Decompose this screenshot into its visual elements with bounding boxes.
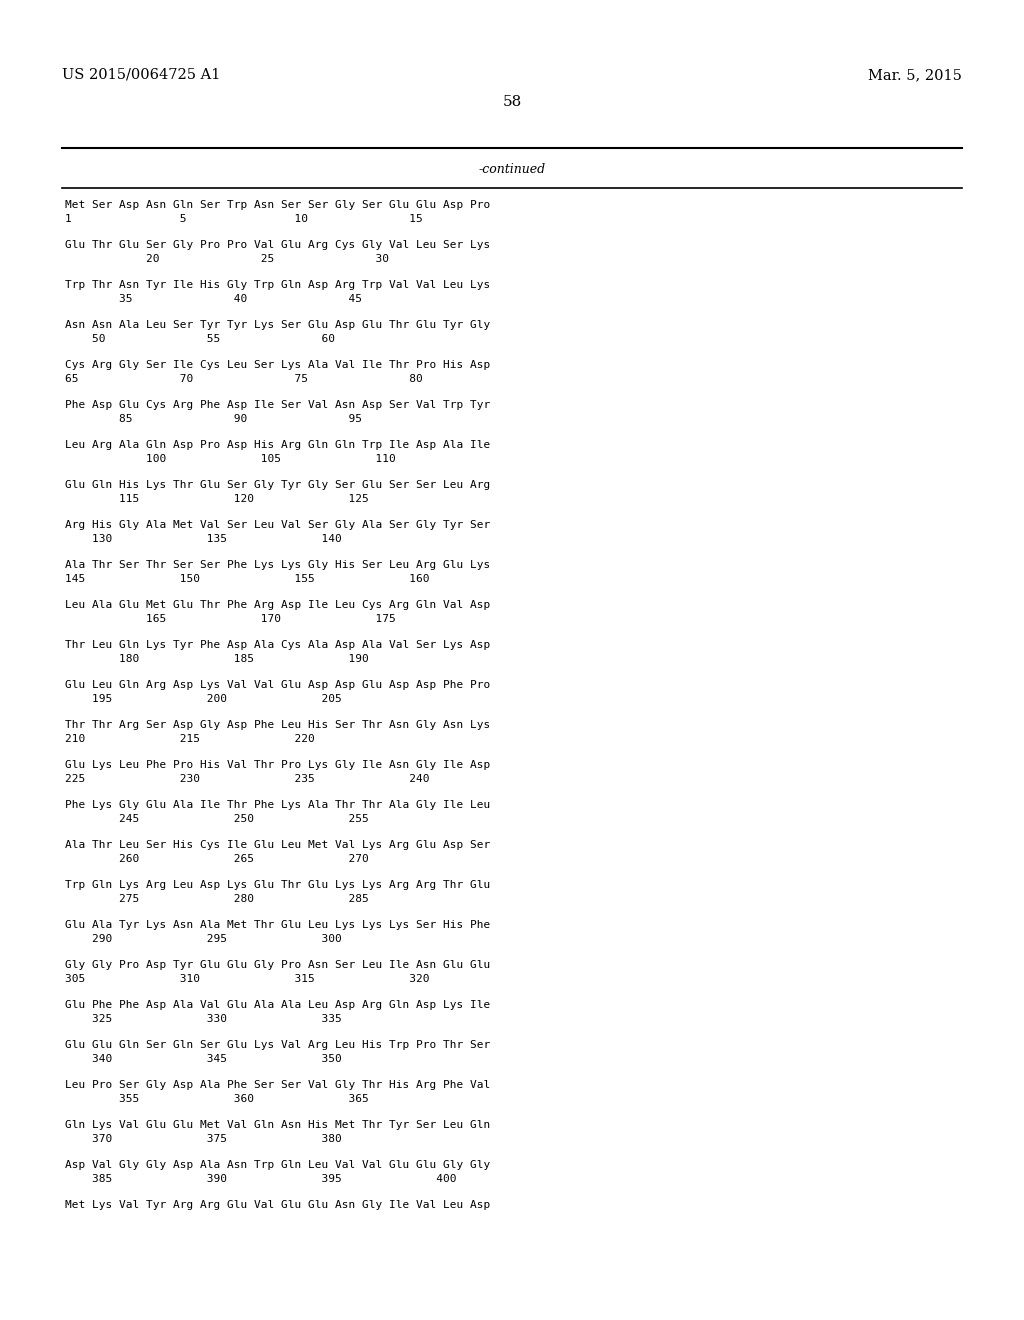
Text: 305              310              315              320: 305 310 315 320 bbox=[65, 974, 429, 983]
Text: Glu Thr Glu Ser Gly Pro Pro Val Glu Arg Cys Gly Val Leu Ser Lys: Glu Thr Glu Ser Gly Pro Pro Val Glu Arg … bbox=[65, 240, 490, 249]
Text: 210              215              220: 210 215 220 bbox=[65, 734, 314, 744]
Text: Met Ser Asp Asn Gln Ser Trp Asn Ser Ser Gly Ser Glu Glu Asp Pro: Met Ser Asp Asn Gln Ser Trp Asn Ser Ser … bbox=[65, 201, 490, 210]
Text: Asn Asn Ala Leu Ser Tyr Tyr Lys Ser Glu Asp Glu Thr Glu Tyr Gly: Asn Asn Ala Leu Ser Tyr Tyr Lys Ser Glu … bbox=[65, 319, 490, 330]
Text: 180              185              190: 180 185 190 bbox=[65, 653, 369, 664]
Text: Glu Phe Phe Asp Ala Val Glu Ala Ala Leu Asp Arg Gln Asp Lys Ile: Glu Phe Phe Asp Ala Val Glu Ala Ala Leu … bbox=[65, 1001, 490, 1010]
Text: 115              120              125: 115 120 125 bbox=[65, 494, 369, 504]
Text: Gln Lys Val Glu Glu Met Val Gln Asn His Met Thr Tyr Ser Leu Gln: Gln Lys Val Glu Glu Met Val Gln Asn His … bbox=[65, 1119, 490, 1130]
Text: Mar. 5, 2015: Mar. 5, 2015 bbox=[868, 69, 962, 82]
Text: 385              390              395              400: 385 390 395 400 bbox=[65, 1173, 457, 1184]
Text: Thr Leu Gln Lys Tyr Phe Asp Ala Cys Ala Asp Ala Val Ser Lys Asp: Thr Leu Gln Lys Tyr Phe Asp Ala Cys Ala … bbox=[65, 640, 490, 649]
Text: Leu Arg Ala Gln Asp Pro Asp His Arg Gln Gln Trp Ile Asp Ala Ile: Leu Arg Ala Gln Asp Pro Asp His Arg Gln … bbox=[65, 440, 490, 450]
Text: 370              375              380: 370 375 380 bbox=[65, 1134, 342, 1144]
Text: Cys Arg Gly Ser Ile Cys Leu Ser Lys Ala Val Ile Thr Pro His Asp: Cys Arg Gly Ser Ile Cys Leu Ser Lys Ala … bbox=[65, 360, 490, 370]
Text: Phe Asp Glu Cys Arg Phe Asp Ile Ser Val Asn Asp Ser Val Trp Tyr: Phe Asp Glu Cys Arg Phe Asp Ile Ser Val … bbox=[65, 400, 490, 411]
Text: US 2015/0064725 A1: US 2015/0064725 A1 bbox=[62, 69, 220, 82]
Text: Ala Thr Leu Ser His Cys Ile Glu Leu Met Val Lys Arg Glu Asp Ser: Ala Thr Leu Ser His Cys Ile Glu Leu Met … bbox=[65, 840, 490, 850]
Text: 340              345              350: 340 345 350 bbox=[65, 1053, 342, 1064]
Text: Trp Gln Lys Arg Leu Asp Lys Glu Thr Glu Lys Lys Arg Arg Thr Glu: Trp Gln Lys Arg Leu Asp Lys Glu Thr Glu … bbox=[65, 880, 490, 890]
Text: 260              265              270: 260 265 270 bbox=[65, 854, 369, 865]
Text: 195              200              205: 195 200 205 bbox=[65, 694, 342, 704]
Text: Glu Lys Leu Phe Pro His Val Thr Pro Lys Gly Ile Asn Gly Ile Asp: Glu Lys Leu Phe Pro His Val Thr Pro Lys … bbox=[65, 760, 490, 770]
Text: 58: 58 bbox=[503, 95, 521, 110]
Text: 1                5                10               15: 1 5 10 15 bbox=[65, 214, 423, 224]
Text: 275              280              285: 275 280 285 bbox=[65, 894, 369, 904]
Text: Met Lys Val Tyr Arg Arg Glu Val Glu Glu Asn Gly Ile Val Leu Asp: Met Lys Val Tyr Arg Arg Glu Val Glu Glu … bbox=[65, 1200, 490, 1210]
Text: 225              230              235              240: 225 230 235 240 bbox=[65, 774, 429, 784]
Text: 165              170              175: 165 170 175 bbox=[65, 614, 395, 624]
Text: Phe Lys Gly Glu Ala Ile Thr Phe Lys Ala Thr Thr Ala Gly Ile Leu: Phe Lys Gly Glu Ala Ile Thr Phe Lys Ala … bbox=[65, 800, 490, 810]
Text: 290              295              300: 290 295 300 bbox=[65, 935, 342, 944]
Text: 50               55               60: 50 55 60 bbox=[65, 334, 335, 345]
Text: -continued: -continued bbox=[478, 162, 546, 176]
Text: 130              135              140: 130 135 140 bbox=[65, 535, 342, 544]
Text: 85               90               95: 85 90 95 bbox=[65, 414, 362, 424]
Text: Glu Leu Gln Arg Asp Lys Val Val Glu Asp Asp Glu Asp Asp Phe Pro: Glu Leu Gln Arg Asp Lys Val Val Glu Asp … bbox=[65, 680, 490, 690]
Text: 100              105              110: 100 105 110 bbox=[65, 454, 395, 465]
Text: Glu Gln His Lys Thr Glu Ser Gly Tyr Gly Ser Glu Ser Ser Leu Arg: Glu Gln His Lys Thr Glu Ser Gly Tyr Gly … bbox=[65, 480, 490, 490]
Text: Glu Ala Tyr Lys Asn Ala Met Thr Glu Leu Lys Lys Lys Ser His Phe: Glu Ala Tyr Lys Asn Ala Met Thr Glu Leu … bbox=[65, 920, 490, 931]
Text: Gly Gly Pro Asp Tyr Glu Glu Gly Pro Asn Ser Leu Ile Asn Glu Glu: Gly Gly Pro Asp Tyr Glu Glu Gly Pro Asn … bbox=[65, 960, 490, 970]
Text: Leu Pro Ser Gly Asp Ala Phe Ser Ser Val Gly Thr His Arg Phe Val: Leu Pro Ser Gly Asp Ala Phe Ser Ser Val … bbox=[65, 1080, 490, 1090]
Text: Leu Ala Glu Met Glu Thr Phe Arg Asp Ile Leu Cys Arg Gln Val Asp: Leu Ala Glu Met Glu Thr Phe Arg Asp Ile … bbox=[65, 601, 490, 610]
Text: 35               40               45: 35 40 45 bbox=[65, 294, 362, 304]
Text: Asp Val Gly Gly Asp Ala Asn Trp Gln Leu Val Val Glu Glu Gly Gly: Asp Val Gly Gly Asp Ala Asn Trp Gln Leu … bbox=[65, 1160, 490, 1170]
Text: 145              150              155              160: 145 150 155 160 bbox=[65, 574, 429, 583]
Text: Arg His Gly Ala Met Val Ser Leu Val Ser Gly Ala Ser Gly Tyr Ser: Arg His Gly Ala Met Val Ser Leu Val Ser … bbox=[65, 520, 490, 531]
Text: 355              360              365: 355 360 365 bbox=[65, 1094, 369, 1104]
Text: Thr Thr Arg Ser Asp Gly Asp Phe Leu His Ser Thr Asn Gly Asn Lys: Thr Thr Arg Ser Asp Gly Asp Phe Leu His … bbox=[65, 719, 490, 730]
Text: 65               70               75               80: 65 70 75 80 bbox=[65, 374, 423, 384]
Text: 325              330              335: 325 330 335 bbox=[65, 1014, 342, 1024]
Text: 20               25               30: 20 25 30 bbox=[65, 253, 389, 264]
Text: Ala Thr Ser Thr Ser Ser Phe Lys Lys Gly His Ser Leu Arg Glu Lys: Ala Thr Ser Thr Ser Ser Phe Lys Lys Gly … bbox=[65, 560, 490, 570]
Text: Trp Thr Asn Tyr Ile His Gly Trp Gln Asp Arg Trp Val Val Leu Lys: Trp Thr Asn Tyr Ile His Gly Trp Gln Asp … bbox=[65, 280, 490, 290]
Text: Glu Glu Gln Ser Gln Ser Glu Lys Val Arg Leu His Trp Pro Thr Ser: Glu Glu Gln Ser Gln Ser Glu Lys Val Arg … bbox=[65, 1040, 490, 1049]
Text: 245              250              255: 245 250 255 bbox=[65, 814, 369, 824]
